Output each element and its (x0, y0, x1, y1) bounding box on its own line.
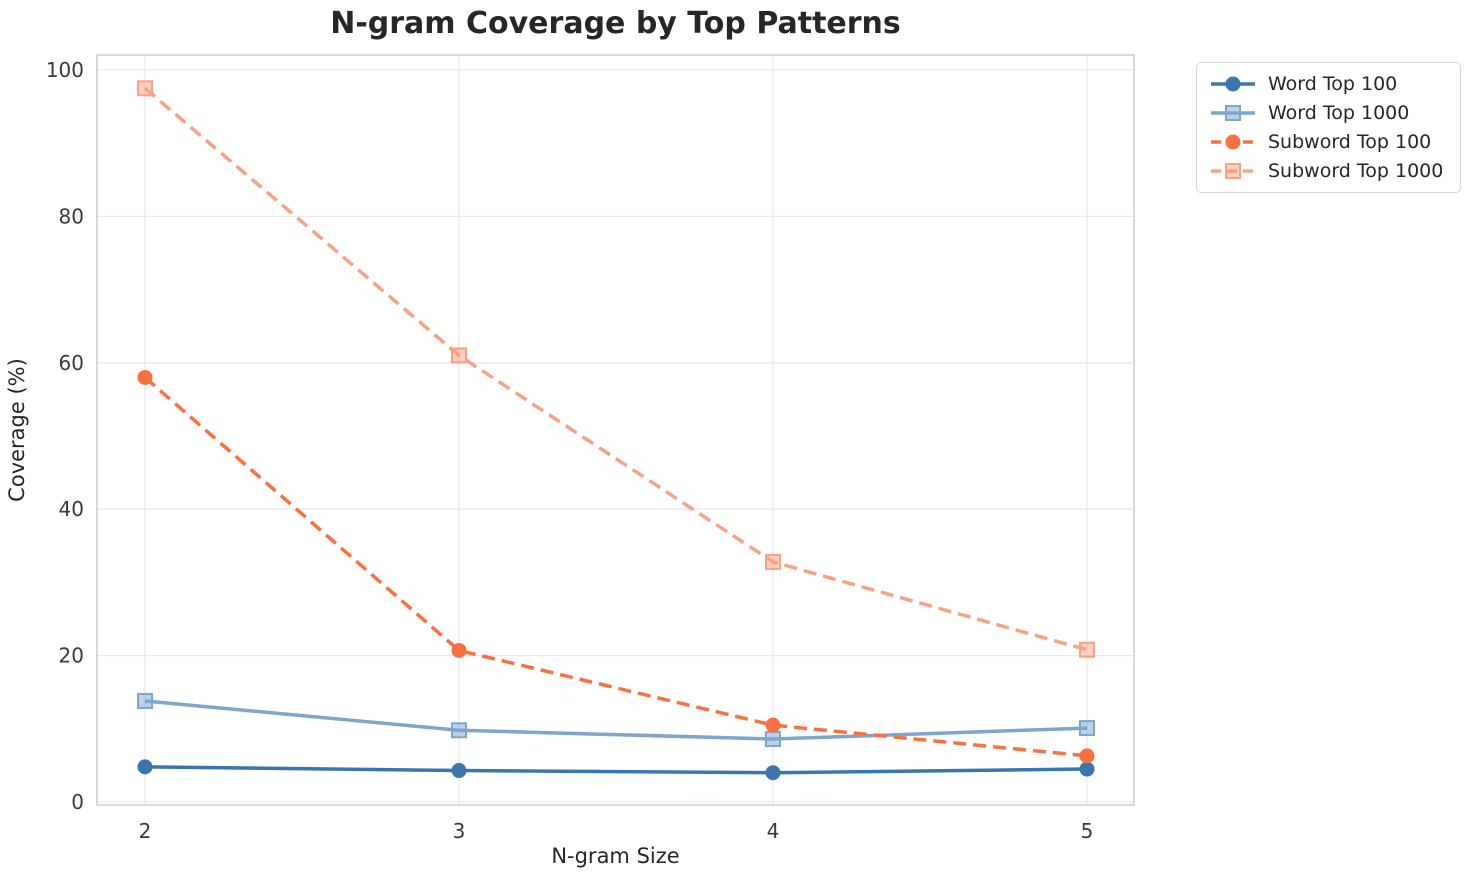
x-axis-label: N-gram Size (551, 844, 680, 868)
legend-item: Subword Top 100 (1209, 130, 1443, 154)
marker-subword-top-100 (137, 369, 153, 385)
marker-word-top-100 (1079, 761, 1095, 777)
x-tick-label: 4 (767, 819, 780, 843)
legend-square-marker-icon (1211, 105, 1255, 121)
y-tick-label: 40 (59, 497, 84, 521)
marker-word-top-1000 (1079, 720, 1095, 737)
legend-label: Subword Top 1000 (1268, 160, 1444, 182)
series-line-subword-top-1000 (143, 86, 1088, 652)
legend-label: Word Top 1000 (1268, 102, 1410, 124)
marker-subword-top-100 (451, 642, 467, 658)
marker-subword-top-100 (765, 717, 781, 733)
legend-item: Word Top 100 (1209, 72, 1443, 96)
series-line-word-top-1000 (144, 699, 1088, 741)
marker-word-top-100 (451, 763, 467, 779)
series-line-subword-top-100 (143, 376, 1088, 758)
legend-label: Subword Top 100 (1268, 131, 1432, 153)
marker-word-top-1000 (451, 722, 467, 739)
marker-word-top-1000 (137, 692, 153, 709)
marker-word-top-1000 (765, 731, 781, 748)
y-tick-label: 20 (59, 644, 84, 668)
chart-title: N-gram Coverage by Top Patterns (330, 6, 901, 41)
legend-square-marker-icon (1211, 163, 1255, 179)
y-tick-label: 60 (59, 351, 84, 375)
marker-subword-top-100 (1079, 748, 1095, 764)
y-tick-label: 80 (59, 204, 84, 228)
marker-word-top-100 (765, 765, 781, 781)
y-tick-label: 0 (71, 790, 84, 814)
x-tick-label: 2 (139, 819, 152, 843)
series-line-word-top-100 (144, 765, 1088, 775)
legend-item: Word Top 1000 (1209, 101, 1443, 125)
marker-subword-top-1000 (1079, 641, 1095, 658)
marker-word-top-100 (137, 759, 153, 775)
legend-circle-marker-icon (1211, 134, 1255, 150)
x-tick-label: 3 (453, 819, 466, 843)
marker-subword-top-1000 (765, 553, 781, 570)
x-tick-label: 5 (1081, 819, 1094, 843)
legend: Word Top 100 Word Top 1000 Subword Top 100… (1196, 62, 1462, 193)
plot-border (96, 54, 1135, 806)
legend-label: Word Top 100 (1268, 73, 1398, 95)
y-tick-label: 100 (46, 58, 84, 82)
marker-subword-top-1000 (451, 347, 467, 364)
marker-subword-top-1000 (137, 80, 153, 97)
legend-item: Subword Top 1000 (1209, 159, 1443, 183)
legend-circle-marker-icon (1211, 76, 1255, 92)
